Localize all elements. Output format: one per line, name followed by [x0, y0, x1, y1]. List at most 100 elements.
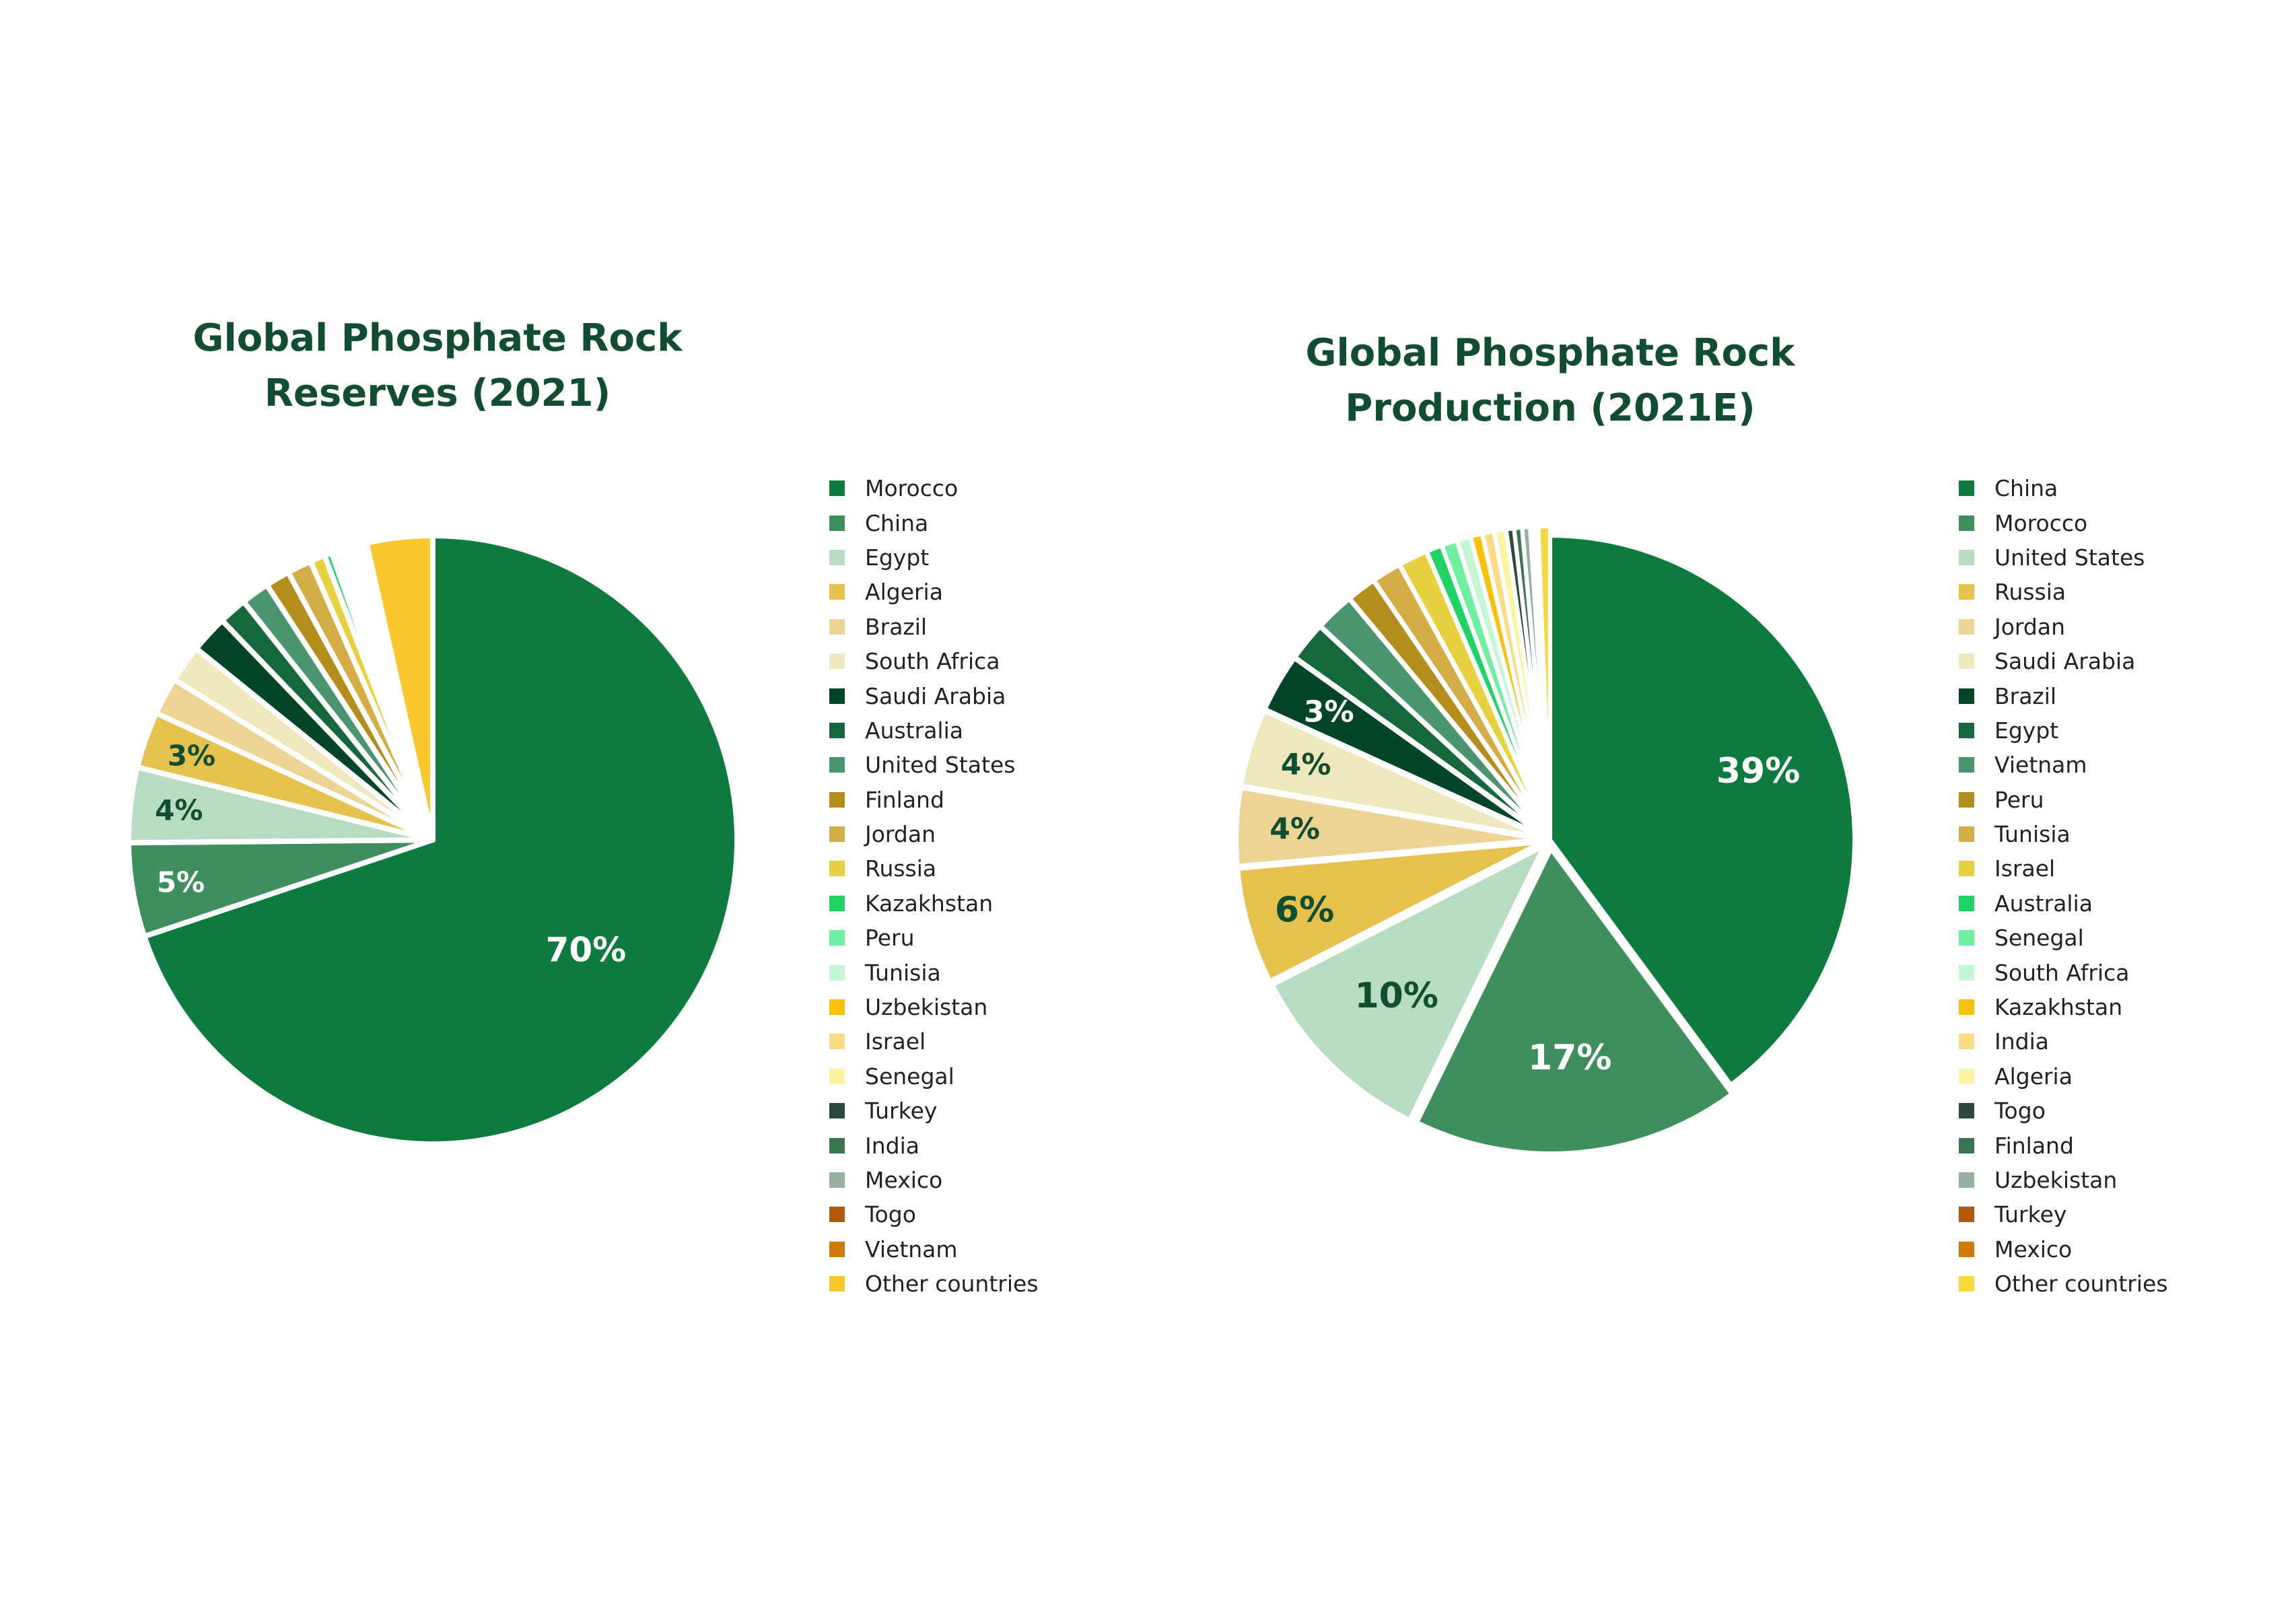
production-slice-label-saudi-arabia: 4% [1281, 748, 1331, 782]
reserves-slice-label-morocco: 70% [546, 931, 627, 970]
production-legend-label: South Africa [1994, 959, 2130, 986]
production-legend: China Morocco United States Russia Jordan Sau… [1959, 471, 2168, 1301]
production-legend-swatch [1959, 999, 1974, 1016]
reserves-chart-title: Global Phosphate Rock Reserves (2021) [135, 311, 740, 421]
production-legend-label: Other countries [1994, 1271, 2168, 1297]
production-legend-item-mexico: Mexico [1959, 1232, 2168, 1267]
reserves-legend-label: Saudi Arabia [865, 682, 1006, 709]
production-legend-label: Israel [1994, 855, 2056, 882]
reserves-legend-item-algeria: Algeria [829, 575, 1039, 609]
production-legend-label: United States [1994, 544, 2145, 571]
reserves-legend-item-saudi-arabia: Saudi Arabia [829, 678, 1039, 713]
reserves-legend-label: Egypt [865, 544, 930, 571]
production-legend-item-tunisia: Tunisia [1959, 817, 2168, 851]
production-legend-item-saudi-arabia: Saudi Arabia [1959, 644, 2168, 678]
production-legend-swatch [1959, 515, 1974, 531]
production-legend-swatch [1959, 722, 1974, 738]
production-legend-item-china: China [1959, 471, 2168, 505]
reserves-legend: Morocco China Egypt Algeria Brazil South Afri… [829, 471, 1039, 1301]
production-legend-swatch [1959, 549, 1974, 565]
production-legend-label: Peru [1994, 786, 2044, 813]
reserves-legend-item-peru: Peru [829, 921, 1039, 955]
reserves-legend-swatch [829, 895, 845, 911]
production-chart-title: Global Phosphate Rock Production (2021E) [1247, 326, 1853, 436]
reserves-legend-label: Finland [865, 786, 944, 813]
production-legend-item-india: India [1959, 1024, 2168, 1059]
production-legend-swatch [1959, 653, 1974, 670]
reserves-legend-swatch [829, 930, 845, 946]
reserves-legend-item-israel: Israel [829, 1024, 1039, 1059]
reserves-legend-swatch [829, 1068, 845, 1084]
reserves-legend-swatch [829, 999, 845, 1016]
production-slice-label-united-states: 10% [1355, 976, 1438, 1016]
production-slice-other-countries [1536, 524, 1552, 832]
reserves-legend-label: India [865, 1132, 919, 1159]
reserves-legend-label: Kazakhstan [865, 890, 994, 917]
reserves-legend-swatch [829, 1103, 845, 1119]
reserves-legend-label: Israel [865, 1028, 926, 1055]
production-chart-panel: Global Phosphate Rock Production (2021E)… [1117, 0, 2296, 1601]
reserves-legend-item-egypt: Egypt [829, 540, 1039, 575]
reserves-legend-item-india: India [829, 1128, 1039, 1162]
production-slice-jordan [1234, 785, 1543, 868]
reserves-legend-item-uzbekistan: Uzbekistan [829, 990, 1039, 1024]
production-legend-item-finland: Finland [1959, 1128, 2168, 1162]
reserves-legend-label: Other countries [865, 1271, 1039, 1297]
production-slice-china [1548, 534, 1856, 1087]
production-legend-item-kazakhstan: Kazakhstan [1959, 990, 2168, 1024]
production-legend-label: Russia [1994, 579, 2066, 606]
reserves-legend-swatch [829, 1137, 845, 1153]
reserves-legend-swatch [829, 515, 845, 531]
production-legend-item-united-states: United States [1959, 540, 2168, 575]
production-legend-swatch [1959, 584, 1974, 600]
reserves-legend-label: South Africa [865, 648, 1000, 675]
production-legend-label: Togo [1994, 1098, 2046, 1125]
production-legend-swatch [1959, 1137, 1974, 1153]
reserves-legend-item-tunisia: Tunisia [829, 955, 1039, 989]
reserves-legend-swatch [829, 826, 845, 843]
reserves-legend-item-vietnam: Vietnam [829, 1232, 1039, 1267]
reserves-legend-item-united-states: United States [829, 748, 1039, 782]
reserves-legend-swatch [829, 1207, 845, 1223]
reserves-pie: 70% 5% 4% 3% [126, 533, 740, 1147]
production-legend-item-other-countries: Other countries [1959, 1267, 2168, 1301]
production-legend-item-morocco: Morocco [1959, 505, 2168, 540]
production-legend-swatch [1959, 1172, 1974, 1188]
reserves-legend-label: Mexico [865, 1167, 943, 1193]
reserves-legend-label: United States [865, 752, 1016, 779]
reserves-legend-swatch [829, 861, 845, 877]
production-pie: 39% 17% 10% 6% 4% 4% 3% [1234, 524, 1856, 1155]
reserves-slice-label-algeria: 3% [168, 740, 215, 773]
reserves-legend-item-australia: Australia [829, 713, 1039, 748]
reserves-legend-item-senegal: Senegal [829, 1059, 1039, 1094]
reserves-legend-label: Australia [865, 717, 963, 744]
production-legend-swatch [1959, 964, 1974, 981]
reserves-legend-swatch [829, 791, 845, 808]
reserves-legend-item-kazakhstan: Kazakhstan [829, 886, 1039, 921]
reserves-legend-swatch [829, 1034, 845, 1050]
production-legend-label: India [1994, 1028, 2049, 1055]
reserves-legend-label: Senegal [865, 1063, 954, 1090]
production-legend-swatch [1959, 1034, 1974, 1050]
production-legend-label: Tunisia [1994, 821, 2071, 848]
reserves-legend-label: Algeria [865, 579, 943, 606]
production-legend-item-brazil: Brazil [1959, 678, 2168, 713]
production-legend-swatch [1959, 791, 1974, 808]
reserves-legend-item-turkey: Turkey [829, 1094, 1039, 1128]
production-chart-title-line-2: Production (2021E) [1345, 386, 1755, 430]
production-legend-label: Uzbekistan [1994, 1167, 2118, 1193]
production-legend-swatch [1959, 1207, 1974, 1223]
reserves-legend-item-morocco: Morocco [829, 471, 1039, 505]
production-legend-label: Finland [1994, 1132, 2074, 1159]
production-legend-label: China [1994, 475, 2058, 502]
production-legend-swatch [1959, 895, 1974, 911]
reserves-legend-swatch [829, 653, 845, 670]
reserves-legend-item-finland: Finland [829, 783, 1039, 817]
production-legend-swatch [1959, 930, 1974, 946]
production-legend-swatch [1959, 1103, 1974, 1119]
reserves-chart-title-line-2: Reserves (2021) [264, 371, 611, 415]
production-legend-item-israel: Israel [1959, 851, 2168, 886]
production-legend-item-russia: Russia [1959, 575, 2168, 609]
production-legend-label: Jordan [1994, 613, 2065, 640]
production-slice-label-morocco: 17% [1528, 1038, 1611, 1078]
